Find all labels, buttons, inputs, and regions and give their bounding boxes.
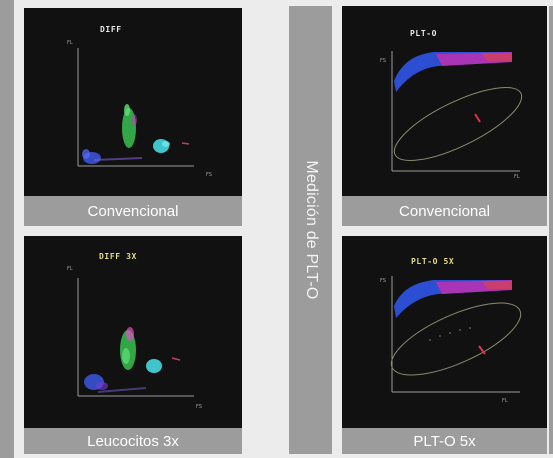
plt-o-side-label: Medición de PLT-O bbox=[302, 160, 320, 300]
diff-3x-scattergram bbox=[77, 278, 194, 397]
left-side-bar bbox=[0, 0, 14, 458]
platelet-cluster bbox=[394, 52, 512, 92]
panel-title: DIFF bbox=[100, 25, 122, 34]
diff-3x-panel: DIFF 3X FL FS Leucocitos 3x bbox=[24, 236, 242, 454]
x-axis-label: FL bbox=[514, 174, 520, 180]
platelet-cluster bbox=[394, 280, 512, 318]
plt-o-5x-scattergram bbox=[390, 276, 522, 393]
y-axis-label: FS bbox=[380, 58, 386, 64]
x-axis-label: FL bbox=[502, 398, 508, 404]
neutrophil-cluster bbox=[122, 104, 137, 148]
monocyte-cluster bbox=[146, 359, 162, 373]
gate-dots bbox=[429, 327, 471, 341]
plt-gate-ellipse bbox=[390, 302, 522, 376]
panel-title: DIFF 3X bbox=[99, 252, 137, 261]
panel-caption: Leucocitos 3x bbox=[24, 428, 242, 454]
y-axis-label: FL bbox=[67, 40, 73, 46]
panel-caption: Convencional bbox=[24, 196, 242, 226]
plt-o-conventional-panel: PLT-O FS FL Convencional bbox=[342, 6, 547, 226]
right-edge-bar bbox=[549, 6, 553, 454]
lymphocyte-cluster bbox=[84, 374, 147, 393]
panel-title: PLT-O bbox=[410, 29, 438, 38]
plt-gate-ellipse bbox=[393, 86, 523, 162]
plt-o-5x-panel: PLT-O 5X FS FL PLT-O 5x bbox=[342, 236, 547, 454]
y-axis-label: FL bbox=[67, 266, 73, 272]
panel-caption: PLT-O 5x bbox=[342, 428, 547, 454]
diff-conventional-panel: DIFF FL FS Convencional bbox=[24, 8, 242, 226]
monocyte-cluster bbox=[153, 139, 170, 153]
neutrophil-cluster bbox=[120, 327, 136, 370]
x-axis-label: FS bbox=[196, 404, 202, 410]
plt-o-side-bar: Medición de PLT-O bbox=[289, 6, 332, 454]
y-axis-label: FS bbox=[380, 278, 386, 284]
lymphocyte-cluster bbox=[82, 149, 143, 164]
diff-scattergram bbox=[77, 48, 194, 167]
panel-title: PLT-O 5X bbox=[411, 257, 455, 266]
plt-o-scattergram bbox=[391, 51, 523, 172]
panel-caption: Convencional bbox=[342, 196, 547, 226]
x-axis-label: FS bbox=[206, 172, 212, 178]
